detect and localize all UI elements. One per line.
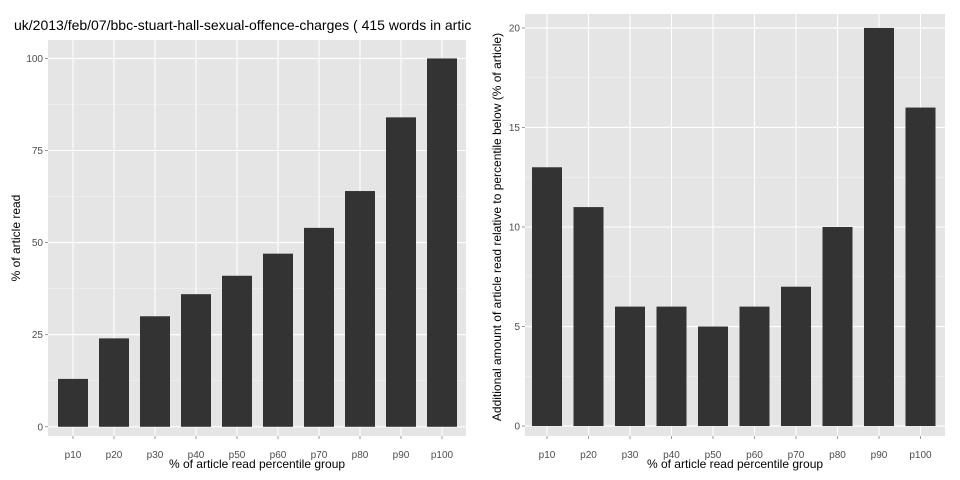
x-tick-label: p10 (539, 450, 556, 461)
x-tick-label: p40 (663, 450, 680, 461)
bar-p10 (532, 167, 562, 427)
chart-right: 0 5 10 15 20 p10 p20 p30 p40 p50 p60 p70 p80 p90 p100… (490, 14, 945, 471)
bar-p20 (99, 338, 129, 427)
chart-left: uk/2013/feb/07/bbc-stuart-hall-sexual-of… (9, 17, 471, 471)
x-tick-label: p100 (909, 450, 932, 461)
x-tick-label: p30 (622, 450, 639, 461)
bar-p80 (345, 191, 375, 427)
x-tick-label: p10 (65, 450, 82, 461)
y-tick-label: 25 (32, 330, 44, 341)
chart-left-title: uk/2013/feb/07/bbc-stuart-hall-sexual-of… (14, 17, 471, 33)
x-tick-label: p80 (829, 450, 846, 461)
x-tick-label: p100 (431, 450, 454, 461)
y-tick-label: 50 (32, 238, 44, 249)
x-tick-label: p40 (188, 450, 205, 461)
bar-p50 (698, 326, 728, 427)
chart-left-y-axis-title: % of article read (9, 195, 23, 282)
chart-left-x-ticks: p10 p20 p30 p40 p50 p60 p70 p80 p90 p100 (65, 436, 454, 461)
x-tick-label: p30 (147, 450, 164, 461)
chart-left-bars (58, 58, 457, 427)
y-tick-label: 0 (37, 422, 43, 433)
x-tick-label: p90 (871, 450, 888, 461)
x-tick-label: p50 (705, 450, 722, 461)
chart-right-x-axis-title: % of article read percentile group (647, 457, 823, 471)
bar-p30 (615, 306, 645, 427)
bar-p20 (573, 207, 604, 427)
x-tick-label: p20 (106, 450, 123, 461)
y-tick-label: 75 (32, 146, 44, 157)
bar-p90 (864, 27, 894, 427)
bar-p30 (140, 316, 170, 427)
bar-p80 (822, 226, 853, 427)
chart-left-y-ticks: 0 25 50 75 100 (26, 54, 48, 433)
y-tick-label: 20 (509, 23, 521, 34)
chart-right-y-ticks: 0 5 10 15 20 (509, 23, 525, 433)
bar-p10 (58, 378, 88, 427)
y-tick-label: 10 (509, 222, 521, 233)
x-tick-label: p90 (393, 450, 410, 461)
x-tick-label: p70 (788, 450, 805, 461)
y-tick-label: 0 (514, 422, 520, 433)
x-tick-label: p20 (580, 450, 597, 461)
bar-p100 (905, 107, 936, 427)
chart-right-y-axis-title: Additional amount of article read relati… (490, 33, 504, 421)
bar-p70 (304, 227, 334, 427)
bar-p40 (181, 294, 211, 427)
bar-p100 (427, 58, 457, 427)
x-tick-label: p80 (352, 450, 369, 461)
chart-right-bars (532, 27, 936, 427)
x-tick-label: p60 (270, 450, 287, 461)
x-tick-label: p60 (746, 450, 763, 461)
y-tick-label: 15 (509, 123, 521, 134)
bar-p60 (263, 253, 293, 427)
bar-p70 (781, 286, 811, 427)
chart-left-x-axis-title: % of article read percentile group (169, 457, 345, 471)
bar-p90 (386, 117, 416, 427)
y-tick-label: 5 (514, 322, 520, 333)
x-tick-label: p50 (229, 450, 246, 461)
bar-p60 (739, 306, 770, 427)
y-tick-label: 100 (26, 54, 43, 65)
bar-p50 (222, 275, 252, 427)
chart-right-x-ticks: p10 p20 p30 p40 p50 p60 p70 p80 p90 p100 (539, 436, 932, 461)
x-tick-label: p70 (311, 450, 328, 461)
bar-p40 (656, 306, 687, 427)
